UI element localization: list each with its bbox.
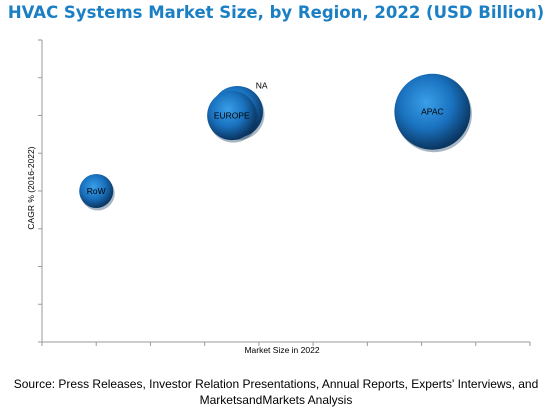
- bubble-series: RoW EUROPE NA APAC: [79, 73, 472, 211]
- y-axis-label: CAGR % (2016-2022): [26, 146, 36, 229]
- chart-axes: [38, 39, 531, 346]
- bubble-row: [79, 174, 114, 208]
- bubble-label-apac: APAC: [421, 107, 444, 117]
- bubble-europe: [207, 90, 257, 141]
- source-note: Source: Press Releases, Investor Relatio…: [0, 376, 552, 408]
- bubble-label-row: RoW: [87, 186, 106, 196]
- x-axis-label: Market Size in 2022: [244, 345, 319, 355]
- bubble-apac: [394, 73, 471, 150]
- bubble-label-na: NA: [256, 81, 268, 91]
- bubble-label-europe: EUROPE: [214, 111, 250, 121]
- source-line-2: MarketsandMarkets Analysis: [199, 393, 353, 407]
- bubble-chart: RoW EUROPE NA APAC Market Size in 2022 CAGR…: [26, 39, 531, 355]
- chart-title: HVAC Systems Market Size, by Region, 202…: [7, 3, 545, 22]
- source-line-1: Source: Press Releases, Investor Relatio…: [13, 377, 539, 391]
